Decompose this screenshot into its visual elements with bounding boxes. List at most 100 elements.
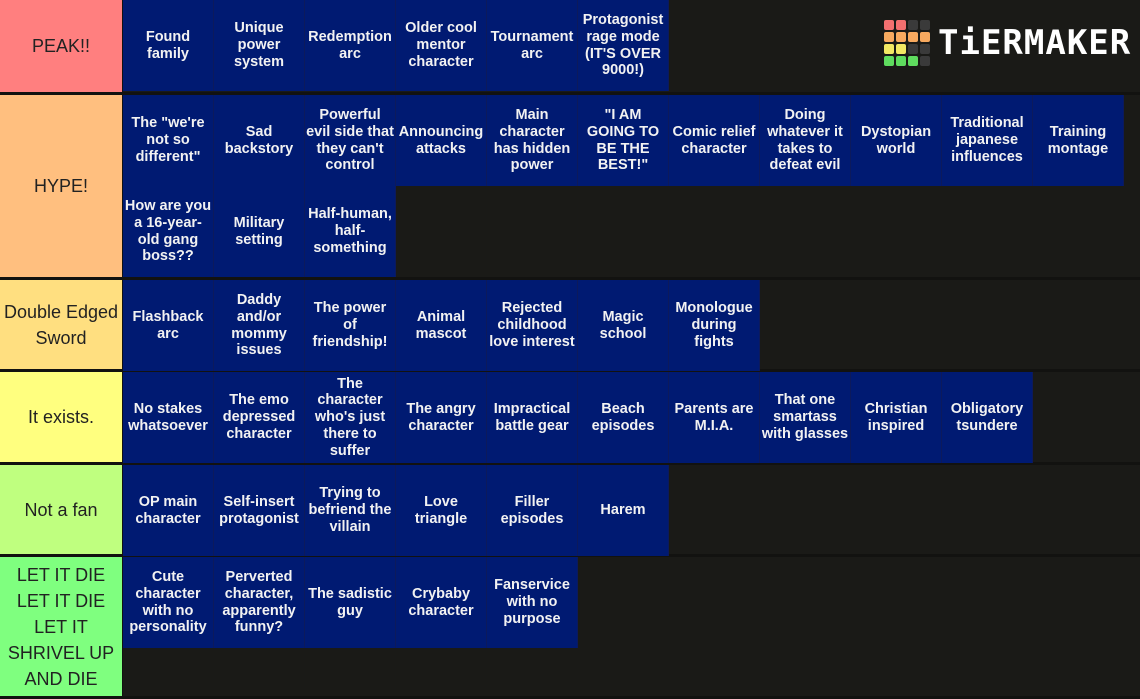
tier-item-card[interactable]: Impractical battle gear	[487, 372, 578, 463]
tier-item-card[interactable]: Cute character with no personality	[123, 557, 214, 648]
tier-row: HYPE! The "we're not so different" Sad bac…	[0, 95, 1140, 280]
tier-item-card[interactable]: Doing whatever it takes to defeat evil	[760, 95, 851, 186]
tier-item-card[interactable]: Redemption arc	[305, 0, 396, 91]
tier-item-text: Cute character with no personality	[129, 569, 207, 636]
tier-item-card[interactable]: Traditional japanese influences	[942, 95, 1033, 186]
tier-items-dropzone[interactable]: Flashback arc Daddy and/or mommy issues Th…	[123, 280, 1139, 371]
tier-item-card[interactable]: No stakes whatsoever	[123, 372, 214, 463]
tier-item-card[interactable]: The "we're not so different"	[123, 95, 214, 186]
tier-item-card[interactable]: Monologue during fights	[669, 280, 760, 371]
tier-item-card[interactable]: Trying to befriend the villain	[305, 465, 396, 556]
tier-item-card[interactable]: "I AM GOING TO BE THE BEST!"	[578, 95, 669, 186]
tier-items-dropzone[interactable]: No stakes whatsoever The emo depressed ch…	[123, 372, 1139, 463]
tier-item-card[interactable]: Beach episodes	[578, 372, 669, 463]
tier-items-dropzone[interactable]: The "we're not so different" Sad backstor…	[123, 95, 1139, 277]
tier-item-card[interactable]: OP main character	[123, 465, 214, 556]
tier-item-card[interactable]: Sad backstory	[214, 95, 305, 186]
tier-item-text: Impractical battle gear	[493, 400, 571, 434]
tier-item-card[interactable]: That one smartass with glasses	[760, 372, 851, 463]
tier-item-card[interactable]: Announcing attacks	[396, 95, 487, 186]
tier-row: Double Edged Sword Flashback arc Daddy and…	[0, 280, 1140, 372]
tier-item-card[interactable]: Parents are M.I.A.	[669, 372, 760, 463]
tier-item-text: Tournament arc	[490, 28, 574, 62]
tier-item-card[interactable]: Comic relief character	[669, 95, 760, 186]
tier-item-text: No stakes whatsoever	[128, 400, 208, 434]
logo-square	[896, 56, 906, 66]
tier-item-text: Older cool mentor character	[405, 20, 477, 70]
tier-item-text: How are you a 16-year-old gang boss??	[124, 198, 212, 265]
tier-label[interactable]: Not a fan	[0, 465, 123, 554]
tier-items-dropzone[interactable]: Found family Unique power system Redemptio…	[123, 0, 1139, 92]
tier-item-text: Daddy and/or mommy issues	[231, 292, 287, 359]
tier-item-card[interactable]: The emo depressed character	[214, 372, 305, 463]
tier-item-card[interactable]: Dystopian world	[851, 95, 942, 186]
tier-item-card[interactable]: The sadistic guy	[305, 557, 396, 648]
tier-items-dropzone[interactable]: Cute character with no personality Perver…	[123, 557, 1139, 696]
tier-item-card[interactable]: Military setting	[214, 186, 305, 277]
tier-item-card[interactable]: Magic school	[578, 280, 669, 371]
tier-label[interactable]: LET IT DIE LET IT DIE LET IT SHRIVEL UP …	[0, 557, 123, 696]
tier-item-card[interactable]: Found family	[123, 0, 214, 91]
logo-square	[896, 32, 906, 42]
tier-item-card[interactable]: Love triangle	[396, 465, 487, 556]
tier-label[interactable]: Double Edged Sword	[0, 280, 123, 369]
tier-item-card[interactable]: Training montage	[1033, 95, 1124, 186]
tier-item-card[interactable]: Christian inspired	[851, 372, 942, 463]
tier-item-text: Redemption arc	[308, 28, 392, 62]
tier-label[interactable]: PEAK!!	[0, 0, 123, 92]
tier-item-text: Love triangle	[414, 493, 468, 527]
tier-label[interactable]: It exists.	[0, 372, 123, 462]
tier-item-card[interactable]: The character who's just there to suffer	[305, 372, 396, 463]
tier-item-card[interactable]: The angry character	[396, 372, 487, 463]
tier-item-text: Flashback arc	[132, 308, 204, 342]
tier-item-card[interactable]: Older cool mentor character	[396, 0, 487, 91]
tier-item-card[interactable]: Half-human, half-something	[305, 186, 396, 277]
tier-item-card[interactable]: Crybaby character	[396, 557, 487, 648]
tiermaker-logo[interactable]: TiERMAKER	[884, 20, 1131, 66]
tier-item-card[interactable]: Obligatory tsundere	[942, 372, 1033, 463]
tier-item-text: Fanservice with no purpose	[494, 577, 570, 627]
tier-item-card[interactable]: Rejected childhood love interest	[487, 280, 578, 371]
logo-square	[896, 20, 906, 30]
tier-item-text: Harem	[600, 502, 646, 519]
tier-item-text: Rejected childhood love interest	[489, 300, 575, 350]
tier-label[interactable]: HYPE!	[0, 95, 123, 277]
tier-item-text: Parents are M.I.A.	[674, 400, 754, 434]
tier-item-card[interactable]: Main character has hidden power	[487, 95, 578, 186]
tier-item-card[interactable]: Daddy and/or mommy issues	[214, 280, 305, 371]
tier-item-card[interactable]: How are you a 16-year-old gang boss??	[123, 186, 214, 277]
tier-item-text: Half-human, half-something	[308, 206, 392, 256]
tier-item-text: Obligatory tsundere	[950, 400, 1024, 434]
tier-item-text: The angry character	[406, 400, 476, 434]
tier-item-text: Dystopian world	[860, 123, 932, 157]
tier-item-text: Monologue during fights	[675, 300, 753, 350]
logo-square	[884, 44, 894, 54]
tier-item-card[interactable]: Fanservice with no purpose	[487, 557, 578, 648]
tier-item-text: Training montage	[1047, 123, 1109, 157]
logo-grid-icon	[884, 20, 930, 66]
tier-item-card[interactable]: Tournament arc	[487, 0, 578, 91]
logo-square	[920, 56, 930, 66]
tier-item-text: The power of friendship!	[312, 300, 388, 350]
tier-item-card[interactable]: Perverted character, apparently funny?	[214, 557, 305, 648]
tier-item-text: Powerful evil side that they can't contr…	[306, 107, 394, 174]
tier-item-card[interactable]: Harem	[578, 465, 669, 556]
tier-item-card[interactable]: Unique power system	[214, 0, 305, 91]
tier-item-card[interactable]: Powerful evil side that they can't contr…	[305, 95, 396, 186]
tier-item-text: Found family	[145, 28, 191, 62]
tier-item-text: Announcing attacks	[398, 123, 484, 157]
tier-item-card[interactable]: Flashback arc	[123, 280, 214, 371]
tier-item-card[interactable]: Protagonist rage mode (IT'S OVER 9000!)	[578, 0, 669, 91]
tier-item-text: Animal mascot	[415, 308, 467, 342]
tier-item-card[interactable]: Self-insert protagonist	[214, 465, 305, 556]
tier-item-card[interactable]: Animal mascot	[396, 280, 487, 371]
tier-items-dropzone[interactable]: OP main character Self-insert protagonist…	[123, 465, 1139, 556]
tier-item-card[interactable]: Filler episodes	[487, 465, 578, 556]
tier-row: LET IT DIE LET IT DIE LET IT SHRIVEL UP …	[0, 557, 1140, 699]
tier-item-card[interactable]: The power of friendship!	[305, 280, 396, 371]
logo-square	[884, 32, 894, 42]
logo-square	[920, 44, 930, 54]
tier-item-text: Unique power system	[234, 20, 284, 70]
tier-row: PEAK!! Found family Unique power system Red…	[0, 0, 1140, 95]
tier-row: Not a fan OP main character Self-insert pr…	[0, 465, 1140, 557]
